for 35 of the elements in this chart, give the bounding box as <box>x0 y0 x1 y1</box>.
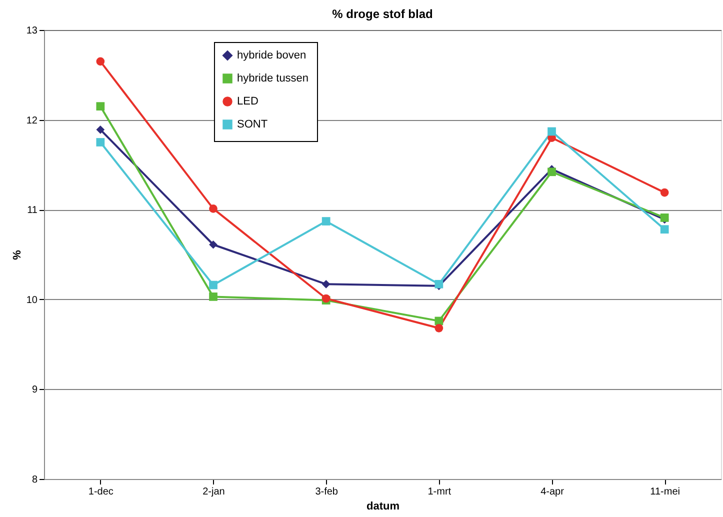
point <box>434 324 444 332</box>
point <box>322 280 330 288</box>
point <box>548 127 556 136</box>
point <box>209 292 218 301</box>
point <box>209 280 218 290</box>
x-tick-label: 1-mrt <box>428 486 452 498</box>
legend-label: hybride tussen <box>237 72 309 84</box>
point <box>548 168 556 176</box>
chart-title: % droge stof blad <box>332 7 433 21</box>
point <box>96 138 105 146</box>
x-tick-label: 1-dec <box>88 486 114 498</box>
point <box>660 188 669 197</box>
point <box>209 240 218 249</box>
y-tick-label: 9 <box>32 384 38 396</box>
y-tick-label: 10 <box>26 294 38 306</box>
point <box>96 57 105 66</box>
x-tick-label: 2-jan <box>202 486 225 498</box>
point <box>209 204 218 213</box>
legend-label: LED <box>237 96 258 108</box>
y-tick-label: 13 <box>26 26 38 36</box>
point <box>322 217 330 226</box>
x-tick-label: 3-feb <box>315 486 338 498</box>
y-tick-label: 12 <box>26 115 38 126</box>
point <box>660 225 669 234</box>
x-tick-label: 11-mei <box>650 486 680 498</box>
y-tick-label: 8 <box>32 474 38 486</box>
legend-label: hybride boven <box>237 50 306 62</box>
legend-label: SONT <box>237 118 268 130</box>
y-tick-label: 11 <box>27 205 38 216</box>
point <box>434 316 444 326</box>
point <box>96 102 105 111</box>
x-tick-label: 4-apr <box>540 486 565 498</box>
point <box>96 125 105 134</box>
y-axis-title: % <box>11 250 24 260</box>
x-axis-title: datum <box>366 500 400 512</box>
